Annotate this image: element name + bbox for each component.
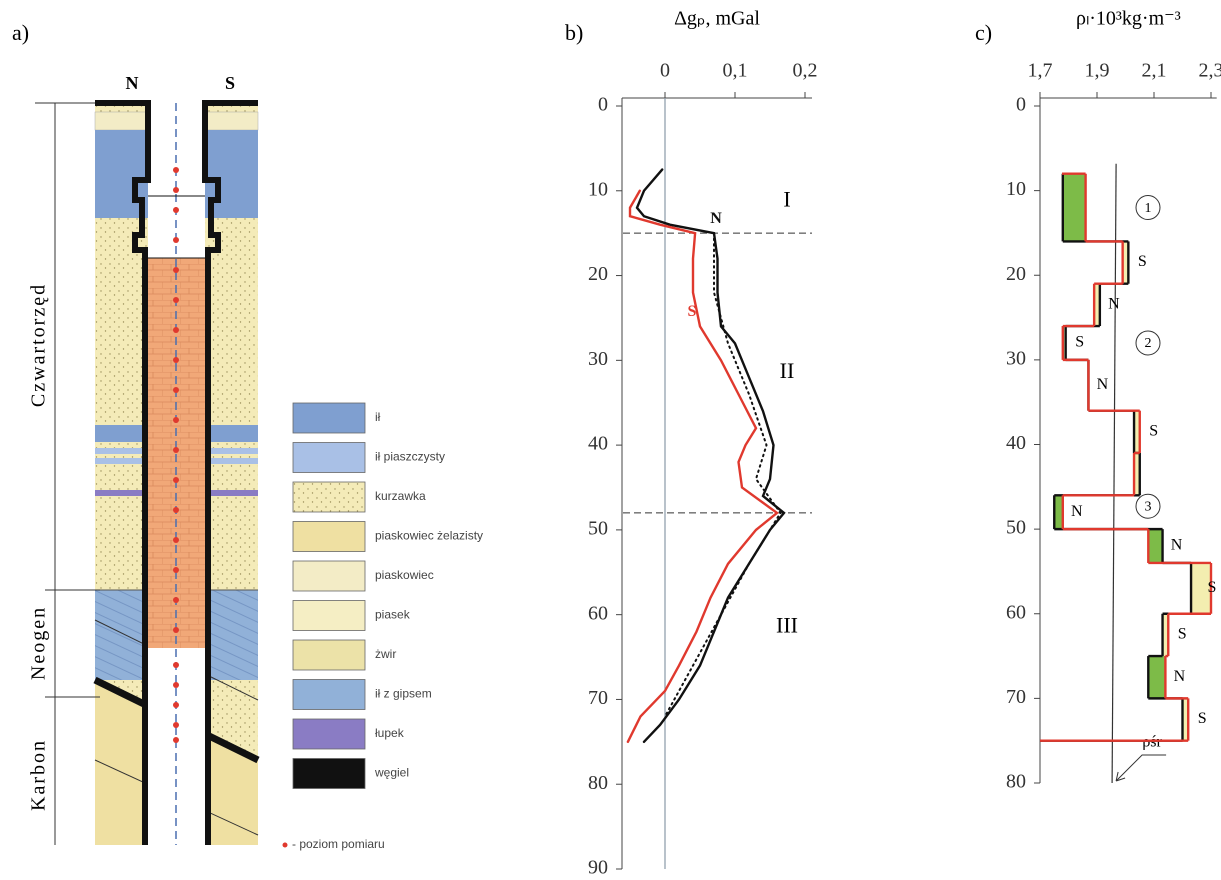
legend-swatch	[293, 443, 365, 473]
x-tick-label: 2,1	[1142, 60, 1167, 82]
legend-label: kurzawka	[375, 489, 426, 503]
step-label: S	[1075, 334, 1084, 351]
y-tick-label: 50	[588, 517, 608, 539]
y-tick-label: 10	[588, 178, 608, 200]
difference-fill	[1148, 656, 1165, 698]
side-label: N	[126, 73, 139, 93]
y-tick-label: 40	[588, 433, 608, 455]
geologic-column	[35, 103, 258, 845]
y-tick-label: 50	[1006, 517, 1026, 539]
step-label: S	[1198, 710, 1207, 727]
difference-fill	[1148, 529, 1162, 563]
legend-swatch	[293, 522, 365, 552]
difference-fill	[1063, 174, 1086, 242]
legend-label: piaskowiec żelazisty	[375, 529, 483, 543]
y-tick-label: 30	[588, 348, 608, 370]
y-tick-label: 80	[1006, 771, 1026, 793]
legend-swatch	[293, 640, 365, 670]
group-label: 2	[1145, 336, 1152, 351]
panel-label: c)	[975, 20, 992, 45]
series-label: N	[710, 210, 722, 227]
y-tick-label: 70	[588, 687, 608, 709]
marker-swatch	[283, 843, 288, 848]
profile-line	[637, 170, 784, 742]
zone-label: III	[776, 612, 798, 637]
y-tick-label: 20	[588, 263, 608, 285]
legend-label: piaskowiec	[375, 568, 434, 582]
zone-label: I	[783, 186, 790, 211]
y-tick-label: 40	[1006, 432, 1026, 454]
y-tick-label: 10	[1006, 178, 1026, 200]
unit-label: Neogen	[28, 606, 50, 680]
step-label: S	[1208, 579, 1217, 596]
x-tick-label: 0,2	[793, 60, 818, 82]
unit-label: Karbon	[28, 739, 50, 811]
legend-swatch	[293, 719, 365, 749]
x-axis-title: ρₗ·10³kg·m⁻³	[1076, 8, 1181, 30]
mean-arrow	[1116, 755, 1166, 781]
legend-label: żwir	[375, 647, 396, 661]
step-label: S	[1149, 422, 1158, 439]
legend-swatch	[293, 759, 365, 789]
y-tick-label: 20	[1006, 263, 1026, 285]
y-tick-label: 60	[1006, 601, 1026, 623]
legend-label: ił	[375, 410, 381, 424]
legend-label: łupek	[375, 726, 405, 740]
legend-label: ił piaszczysty	[375, 450, 445, 464]
legend-label: węgiel	[374, 766, 409, 780]
x-tick-label: 1,9	[1085, 60, 1110, 82]
step-label: N	[1108, 296, 1120, 313]
y-tick-label: 80	[588, 772, 608, 794]
side-label: S	[225, 73, 235, 93]
panel-label: a)	[12, 20, 29, 45]
x-tick-label: 1,7	[1028, 60, 1053, 82]
legend-swatch	[293, 561, 365, 591]
step-label: N	[1174, 668, 1186, 685]
figure: a) b) c) N	[0, 0, 1221, 880]
step-label: S	[1138, 253, 1147, 270]
legend-swatch	[293, 601, 365, 631]
y-tick-label: 0	[598, 94, 608, 116]
mean-line	[1112, 164, 1116, 783]
group-label: 3	[1145, 499, 1152, 514]
y-tick-label: 30	[1006, 347, 1026, 369]
group-label: 1	[1145, 201, 1152, 216]
legend: ił ił piaszczysty kurzawka piaskowiec żelaz…	[293, 403, 483, 789]
marker-note: - poziom pomiaru	[292, 837, 385, 851]
legend-swatch	[293, 482, 365, 512]
difference-fill	[1054, 495, 1063, 529]
x-axis-title: Δgₚ, mGal	[674, 8, 760, 30]
y-tick-label: 90	[588, 857, 608, 879]
x-tick-label: 0,1	[723, 60, 748, 82]
chart-c: ρₗ·10³kg·m⁻³ 1,7 1,9 2,1 2,3 0 10 20 30 40 50 60 70 8…	[1006, 8, 1221, 793]
x-tick-label: 0	[660, 60, 670, 82]
step-label: N	[1097, 376, 1109, 393]
panel-label: b)	[565, 20, 583, 45]
legend-swatch	[293, 403, 365, 433]
legend-label: ił z gipsem	[375, 687, 432, 701]
step-label: N	[1171, 537, 1183, 554]
mean-label: ρśr	[1142, 734, 1162, 751]
step-label: N	[1071, 503, 1083, 520]
y-tick-label: 60	[588, 602, 608, 624]
legend-label: piasek	[375, 608, 411, 622]
legend-swatch	[293, 680, 365, 710]
y-tick-label: 70	[1006, 686, 1026, 708]
profile-line	[665, 233, 781, 716]
unit-label: Czwartorzęd	[28, 283, 50, 407]
x-tick-label: 2,3	[1199, 60, 1221, 82]
y-tick-label: 0	[1016, 94, 1026, 116]
step-label: S	[1178, 626, 1187, 643]
zone-label: II	[780, 358, 795, 383]
series-label: S	[688, 303, 697, 320]
